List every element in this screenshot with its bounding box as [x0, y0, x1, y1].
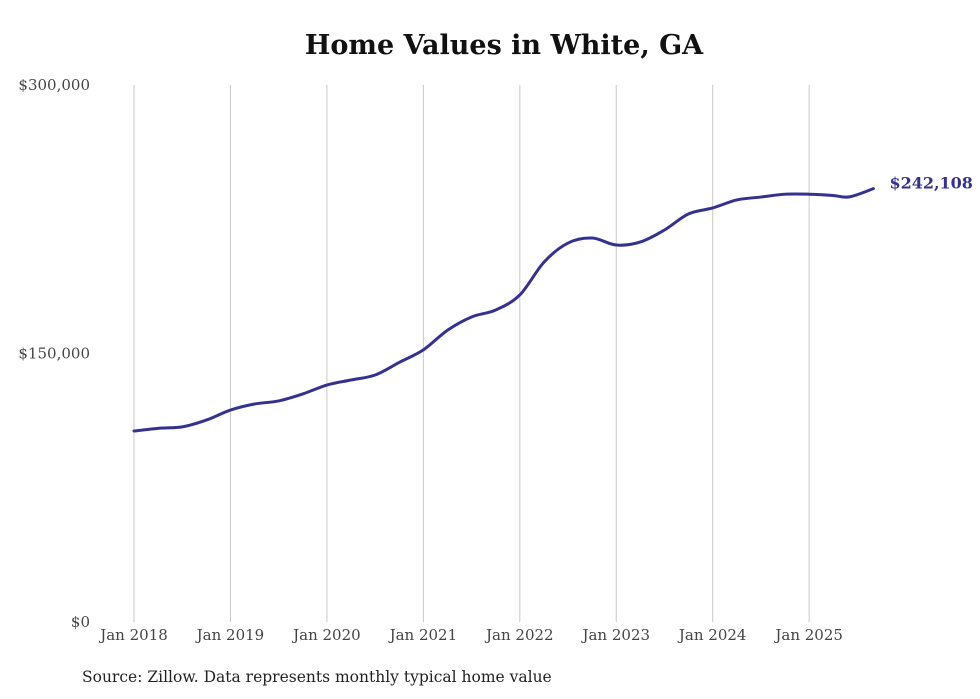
x-tick-label: Jan 2023	[580, 626, 650, 644]
x-tick-label: Jan 2019	[195, 626, 265, 644]
end-value-label: $242,108	[889, 174, 973, 193]
series-line	[132, 187, 875, 433]
chart-title: Home Values in White, GA	[304, 30, 704, 61]
x-tick-label: Jan 2020	[291, 626, 361, 644]
y-tick-label: $300,000	[18, 76, 90, 94]
source-note: Source: Zillow. Data represents monthly …	[82, 668, 552, 686]
y-tick-label: $150,000	[18, 345, 90, 363]
x-tick-label: Jan 2018	[98, 626, 168, 644]
x-tick-label: Jan 2025	[773, 626, 843, 644]
x-tick-label: Jan 2022	[484, 626, 554, 644]
x-tick-label: Jan 2021	[388, 626, 458, 644]
x-tick-label: Jan 2024	[677, 626, 747, 644]
y-tick-label: $0	[71, 613, 90, 631]
